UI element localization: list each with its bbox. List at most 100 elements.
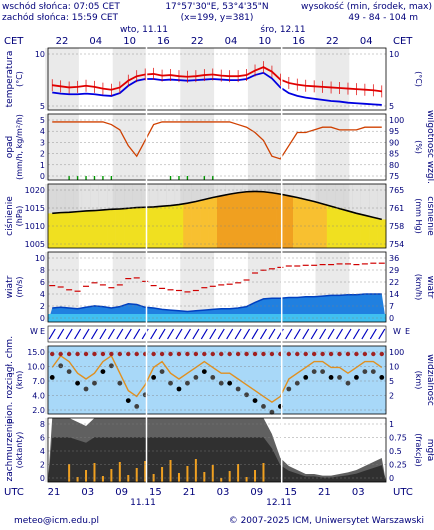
wind-arrow xyxy=(48,328,56,340)
cloud-base-dot xyxy=(117,380,123,386)
fog-bar xyxy=(93,463,96,482)
left-tick-label: 4 xyxy=(40,127,45,136)
cloud-base-dot xyxy=(362,369,368,374)
right-tick-label: 0 xyxy=(389,474,394,483)
y-axis-unit-left: (hPa) xyxy=(15,206,24,227)
pressure-fill-bar xyxy=(115,208,125,248)
left-tick-label: 4.0 xyxy=(32,392,45,401)
bottom-tick-label: 21 xyxy=(183,487,196,498)
y-axis-label-right: widzialność xyxy=(425,354,434,406)
pressure-top-shade xyxy=(200,184,209,200)
left-tick-label: 8 xyxy=(40,420,45,429)
left-tick-label: 2 xyxy=(40,150,45,159)
cloud-top-dot xyxy=(227,351,232,357)
pressure-top-shade xyxy=(377,184,387,220)
y-axis-unit-right: (frakcja) xyxy=(414,433,423,466)
wind-arrow xyxy=(192,328,200,340)
pressure-fill-bar xyxy=(81,210,91,248)
pressure-fill-bar xyxy=(284,195,294,248)
top-tick-label: 10 xyxy=(258,36,271,47)
fog-bar xyxy=(203,472,206,482)
cloud-base-dot xyxy=(320,369,326,374)
pressure-top-shade xyxy=(107,184,116,210)
wind-arrow xyxy=(200,328,208,340)
right-tick-label: 0.5 xyxy=(389,447,402,456)
cloud-top-dot xyxy=(202,351,207,357)
right-tick-label: 0.75 xyxy=(389,434,407,443)
footer-copyright: © 2007-2025 ICM, Uniwersytet Warszawski xyxy=(229,516,424,526)
pressure-top-shade xyxy=(225,184,235,195)
cloud-base-dot xyxy=(201,369,207,374)
y-axis-unit-right: (%) xyxy=(414,140,423,154)
wind-mean-line xyxy=(52,293,382,313)
pressure-top-shade xyxy=(64,184,74,213)
cloud-base-dot xyxy=(49,375,55,380)
y-axis-label-left: wiatr xyxy=(5,275,15,298)
pressure-top-shade xyxy=(267,184,277,193)
cloud-top-dot xyxy=(328,351,334,357)
cloud-top-dot xyxy=(100,351,106,357)
top-tick-label: 22 xyxy=(191,36,204,47)
cloud-base-dot xyxy=(337,375,342,380)
cloud-base-dot xyxy=(235,386,241,392)
pressure-top-shade xyxy=(208,184,218,198)
top-tick-label: 10 xyxy=(123,36,136,47)
sunset-text: zachód słońca: 15:59 CET xyxy=(2,12,119,23)
cloud-top-dot xyxy=(83,351,89,357)
pressure-top-shade xyxy=(352,184,361,214)
cloud-base-dot xyxy=(159,369,165,374)
cloud-base-dot xyxy=(345,380,351,386)
fog-bar xyxy=(228,471,231,482)
y-axis-unit-left: (oktanty) xyxy=(15,432,24,469)
grid-text: (x=199, y=381) xyxy=(181,13,254,23)
right-tick-label: 80 xyxy=(389,161,399,170)
right-tick-label: 29 xyxy=(389,266,399,275)
cloud-top-dot xyxy=(219,351,224,357)
wind-arrow xyxy=(285,328,293,340)
right-tick-label: 758 xyxy=(389,222,404,231)
visibility-line xyxy=(51,354,383,404)
wind-arrow xyxy=(226,328,234,340)
pressure-fill-bar xyxy=(140,207,150,248)
pressure-top-shade xyxy=(132,184,142,208)
wind-arrow xyxy=(90,328,98,340)
left-tick-label: 8 xyxy=(40,266,45,275)
wind-arrow xyxy=(116,328,124,340)
fog-bar xyxy=(254,470,257,482)
wind-direction-strip xyxy=(47,325,387,343)
left-tick-label: 4 xyxy=(40,290,45,299)
right-tick-label: 761 xyxy=(389,204,404,213)
right-tick-label: 22 xyxy=(389,278,399,287)
right-tick-label: 100 xyxy=(389,116,404,125)
cloud-top-dot xyxy=(151,351,156,357)
pressure-top-shade xyxy=(276,184,285,195)
humidity-line xyxy=(52,121,382,160)
panel-frame xyxy=(47,345,387,415)
cet-right: CET xyxy=(393,36,413,47)
left-tick-label: 2.0 xyxy=(32,406,45,415)
wind-arrow xyxy=(183,328,191,340)
cloud-top-dot xyxy=(193,351,199,357)
bottom-tick-label: 15 xyxy=(284,487,297,498)
bottom-tick-label: 03 xyxy=(352,487,365,498)
cloud-top-dot xyxy=(379,351,384,357)
cloud-cover-low xyxy=(48,437,386,482)
bottom-tick-label: 03 xyxy=(217,487,230,498)
fog-bar xyxy=(186,466,189,482)
pressure-fill-bar xyxy=(259,191,268,248)
fog-bar xyxy=(245,477,248,482)
wind-arrow xyxy=(99,328,107,340)
left-tick-label: 10.0 xyxy=(27,363,45,372)
y-axis-label-left: temperatura xyxy=(5,51,15,108)
pressure-fill-bar xyxy=(301,199,311,248)
pressure-top-shade xyxy=(183,184,192,204)
cloud-base-dot xyxy=(100,369,106,374)
pressure-fill-bar xyxy=(335,208,345,248)
footer-email: meteo@icm.edu.pl xyxy=(14,516,99,526)
y-axis-label-left: pion. rozciągł. chm. xyxy=(5,336,15,424)
left-tick-label: 0 xyxy=(40,474,45,483)
pressure-top-shade xyxy=(157,184,167,207)
left-tick-label: 6 xyxy=(40,278,45,287)
night-shade xyxy=(45,48,79,110)
cloud-base-dot xyxy=(193,375,199,380)
